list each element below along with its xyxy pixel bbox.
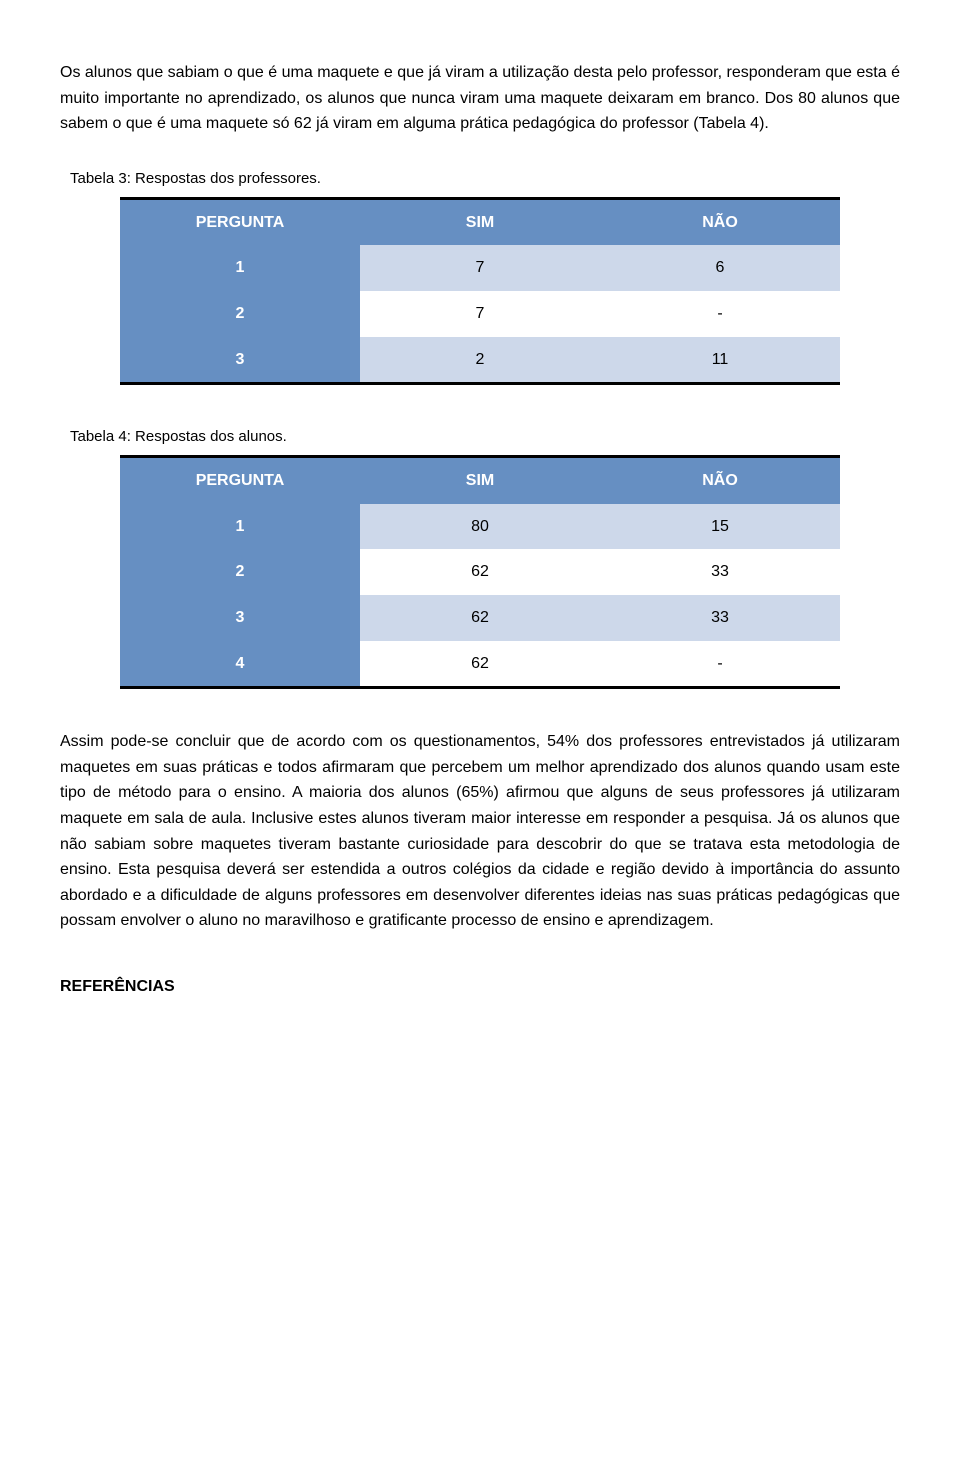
table-row: 1 80 15: [120, 504, 840, 550]
table4-cell-sim: 62: [360, 641, 600, 688]
table4-cell-sim: 62: [360, 549, 600, 595]
table-row: 1 7 6: [120, 245, 840, 291]
table3-cell-sim: 7: [360, 291, 600, 337]
table3-cell-sim: 2: [360, 337, 600, 384]
table3-header-pergunta: PERGUNTA: [120, 198, 360, 245]
table-row: 2 62 33: [120, 549, 840, 595]
table3-header-nao: NÃO: [600, 198, 840, 245]
table4: PERGUNTA SIM NÃO 1 80 15 2 62 33 3 62 33…: [120, 455, 840, 689]
references-heading: REFERÊNCIAS: [60, 974, 900, 1000]
table3-cell-sim: 7: [360, 245, 600, 291]
table-row: 2 7 -: [120, 291, 840, 337]
table3-header-sim: SIM: [360, 198, 600, 245]
table4-cell-nao: 15: [600, 504, 840, 550]
table4-rowlabel: 1: [120, 504, 360, 550]
table3-rowlabel: 1: [120, 245, 360, 291]
table3: PERGUNTA SIM NÃO 1 7 6 2 7 - 3 2 11: [120, 197, 840, 385]
table4-header-sim: SIM: [360, 457, 600, 504]
table3-cell-nao: 11: [600, 337, 840, 384]
table3-rowlabel: 2: [120, 291, 360, 337]
table4-rowlabel: 4: [120, 641, 360, 688]
table4-cell-nao: -: [600, 641, 840, 688]
table4-cell-nao: 33: [600, 595, 840, 641]
table4-caption: Tabela 4: Respostas dos alunos.: [70, 425, 900, 449]
table4-cell-sim: 62: [360, 595, 600, 641]
table3-cell-nao: -: [600, 291, 840, 337]
table-row: 3 62 33: [120, 595, 840, 641]
intro-paragraph: Os alunos que sabiam o que é uma maquete…: [60, 60, 900, 137]
table4-rowlabel: 2: [120, 549, 360, 595]
table3-rowlabel: 3: [120, 337, 360, 384]
table-row: 3 2 11: [120, 337, 840, 384]
table4-header-pergunta: PERGUNTA: [120, 457, 360, 504]
table3-cell-nao: 6: [600, 245, 840, 291]
table4-header-nao: NÃO: [600, 457, 840, 504]
conclusion-paragraph: Assim pode-se concluir que de acordo com…: [60, 729, 900, 934]
table-row: 4 62 -: [120, 641, 840, 688]
table3-caption: Tabela 3: Respostas dos professores.: [70, 167, 900, 191]
table4-rowlabel: 3: [120, 595, 360, 641]
table4-cell-sim: 80: [360, 504, 600, 550]
table4-cell-nao: 33: [600, 549, 840, 595]
